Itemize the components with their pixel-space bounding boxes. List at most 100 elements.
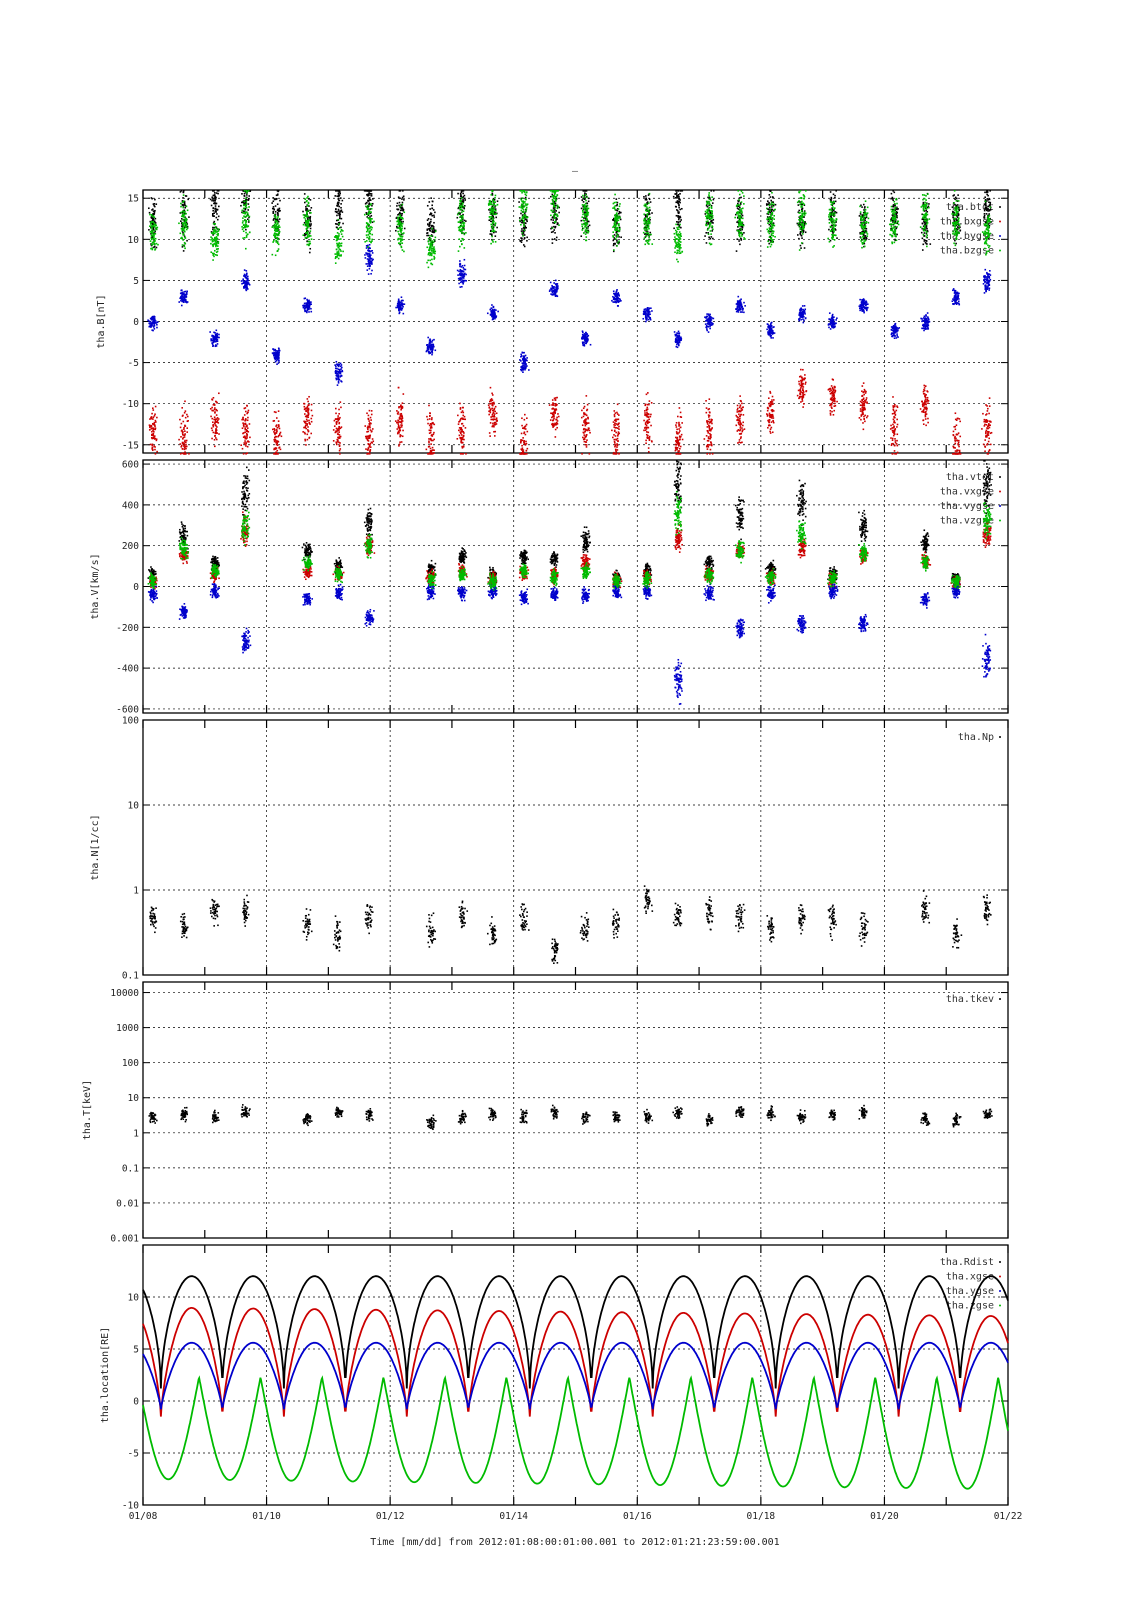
data-point [245, 453, 247, 455]
data-point [645, 431, 648, 433]
data-point [703, 438, 706, 440]
data-point [985, 404, 987, 406]
data-point [892, 220, 895, 222]
data-point [676, 415, 679, 418]
data-point [583, 437, 586, 440]
data-point [648, 209, 651, 211]
data-point [710, 190, 713, 192]
data-point [366, 438, 369, 440]
data-point [336, 195, 339, 197]
data-point [983, 418, 986, 421]
data-point [740, 213, 743, 215]
data-point [523, 212, 526, 215]
data-point [149, 426, 151, 429]
data-point [830, 399, 833, 401]
data-point [181, 203, 184, 206]
data-point [336, 363, 338, 366]
data-point [550, 227, 552, 230]
data-point [368, 243, 371, 246]
data-point [308, 395, 310, 398]
data-point [491, 304, 493, 306]
data-point [245, 289, 248, 292]
data-point [523, 234, 526, 236]
data-point [308, 306, 311, 308]
data-point [734, 213, 737, 216]
data-point [798, 225, 801, 228]
data-point [428, 440, 430, 443]
data-point [737, 202, 739, 205]
data-point [183, 441, 186, 443]
data-point [150, 424, 152, 427]
data-point [645, 439, 647, 442]
data-point [581, 199, 584, 201]
data-point [896, 206, 898, 209]
data-point [711, 212, 713, 215]
data-point [926, 390, 929, 393]
data-point [680, 435, 682, 438]
data-point [556, 420, 559, 422]
data-point [465, 220, 467, 222]
data-point [864, 217, 867, 219]
data-point [552, 408, 555, 410]
data-point [615, 431, 617, 434]
data-point [209, 408, 212, 410]
data-point [398, 312, 401, 315]
data-point [275, 417, 278, 419]
data-point [834, 402, 836, 405]
data-point [647, 218, 649, 221]
data-point [154, 413, 156, 416]
data-point [273, 436, 276, 439]
data-point [981, 428, 983, 430]
data-point [460, 271, 463, 273]
data-point [799, 375, 802, 378]
data-point [986, 421, 988, 423]
data-point [152, 319, 155, 322]
data-point [400, 204, 402, 206]
ylabel: tha.B[nT] [96, 294, 107, 348]
data-point [520, 440, 522, 443]
data-point [428, 352, 431, 354]
data-point [866, 402, 868, 404]
data-point [493, 415, 495, 418]
data-point [553, 417, 555, 420]
data-point [153, 220, 156, 223]
data-point [428, 344, 431, 347]
data-point [523, 356, 526, 359]
data-point [462, 411, 465, 414]
data-point [618, 452, 621, 455]
data-point [864, 235, 867, 237]
data-point [398, 429, 401, 432]
data-point [584, 190, 587, 192]
data-point [398, 305, 401, 307]
data-point [491, 425, 494, 428]
data-point [829, 404, 831, 407]
data-point [738, 205, 740, 207]
data-point [552, 422, 554, 425]
data-point [428, 429, 431, 432]
data-point [272, 225, 275, 227]
data-point [155, 421, 157, 423]
data-point [892, 405, 895, 408]
data-point [955, 242, 957, 245]
data-point [302, 431, 304, 433]
data-point [769, 239, 772, 242]
data-point [895, 443, 898, 445]
data-point [336, 364, 339, 367]
data-point [245, 441, 247, 444]
data-point [556, 283, 559, 285]
data-point [152, 317, 155, 319]
data-point [552, 413, 554, 416]
data-point [647, 416, 650, 418]
data-point [274, 447, 277, 449]
data-point [247, 430, 250, 433]
data-point [148, 211, 151, 214]
data-point [369, 254, 372, 256]
data-point [241, 447, 244, 450]
data-point [396, 208, 398, 211]
data-point [186, 239, 188, 242]
data-point [461, 445, 463, 448]
data-point [309, 227, 312, 230]
data-point [492, 411, 495, 414]
data-point [587, 229, 590, 232]
data-point [183, 293, 186, 295]
